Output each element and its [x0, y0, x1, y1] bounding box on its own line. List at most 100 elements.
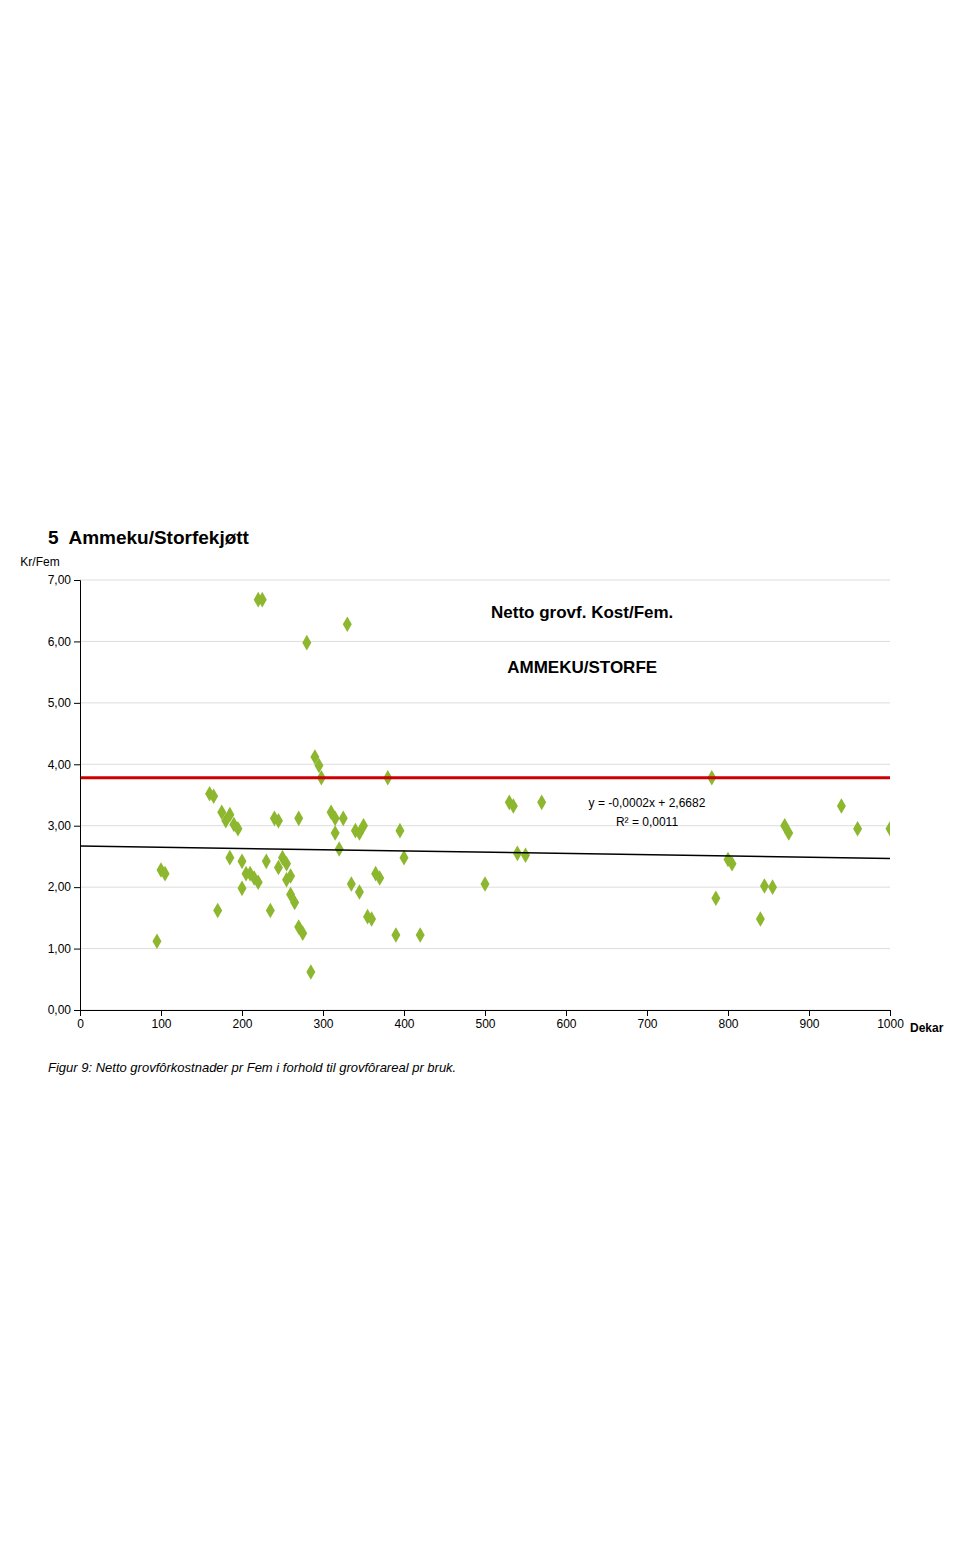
scatter-point: [760, 878, 769, 894]
y-tick-mark: [74, 949, 80, 950]
scatter-point: [521, 847, 530, 863]
scatter-point: [262, 854, 271, 870]
x-tick-label: 600: [556, 1017, 576, 1031]
scatter-point: [768, 879, 777, 895]
x-tick-mark: [566, 1010, 567, 1016]
scatter-point: [213, 903, 222, 919]
y-tick-label: 6,00: [48, 635, 72, 649]
x-tick: 900: [799, 1010, 819, 1031]
scatter-point: [756, 911, 765, 927]
y-tick-label: 3,00: [48, 819, 72, 833]
x-tick-mark: [323, 1010, 324, 1016]
y-tick-mark: [74, 887, 80, 888]
y-tick: 1,00: [48, 942, 80, 956]
x-tick-label: 1000: [877, 1017, 904, 1031]
scatter-point: [335, 841, 344, 857]
x-tick: 300: [313, 1010, 333, 1031]
grid-line: [80, 702, 890, 703]
scatter-series: [152, 592, 890, 980]
y-tick: 7,00: [48, 573, 80, 587]
scatter-point: [837, 798, 846, 814]
scatter-point: [298, 925, 307, 941]
x-axis: 01002003004005006007008009001000: [77, 1010, 904, 1031]
scatter-point: [391, 927, 400, 943]
scatter-point: [359, 818, 368, 834]
grid-line: [80, 825, 890, 826]
y-tick-label: 7,00: [48, 573, 72, 587]
x-tick-mark: [242, 1010, 243, 1016]
plot-area: [80, 592, 890, 980]
y-tick-label: 4,00: [48, 758, 72, 772]
scatter-point: [367, 911, 376, 927]
y-tick: 0,00: [48, 1003, 80, 1017]
y-tick-mark: [74, 826, 80, 827]
scatter-point: [266, 903, 275, 919]
scatter-point: [728, 856, 737, 872]
x-tick-label: 300: [313, 1017, 333, 1031]
scatter-point: [254, 874, 263, 890]
scatter-point: [416, 927, 425, 943]
x-tick-label: 0: [77, 1017, 84, 1031]
scatter-point: [343, 616, 352, 632]
x-tick-mark: [404, 1010, 405, 1016]
scatter-point: [314, 758, 323, 774]
scatter-point: [395, 823, 404, 839]
y-tick: 2,00: [48, 880, 80, 894]
x-axis-label: Dekar: [910, 1021, 944, 1035]
grid-line: [80, 580, 890, 581]
y-tick-mark: [74, 764, 80, 765]
x-tick: 500: [475, 1010, 495, 1031]
scatter-point: [784, 825, 793, 841]
chart-subtitle: AMMEKU/STORFE: [507, 658, 657, 677]
scatter-point: [481, 876, 490, 892]
scatter-point: [238, 881, 247, 897]
y-tick-label: 1,00: [48, 942, 72, 956]
scatter-point: [375, 870, 384, 886]
y-axis-label: Kr/Fem: [20, 555, 59, 569]
scatter-point: [331, 825, 340, 841]
x-tick-label: 200: [232, 1017, 252, 1031]
scatter-point: [306, 964, 315, 980]
scatter-point: [258, 592, 267, 608]
x-tick: 800: [718, 1010, 738, 1031]
x-tick-label: 900: [799, 1017, 819, 1031]
x-tick-mark: [161, 1010, 162, 1016]
scatter-point: [331, 811, 340, 827]
x-tick-mark: [80, 1010, 81, 1016]
figure-caption: Figur 9: Netto grovfôrkostnader pr Fem i…: [48, 1060, 456, 1075]
scatter-point: [294, 811, 303, 827]
x-tick-mark: [485, 1010, 486, 1016]
scatter-point: [400, 850, 409, 866]
chart-title: Netto grovf. Kost/Fem.: [491, 603, 673, 622]
grid: [80, 580, 890, 1010]
page: 5 Ammeku/Storfekjøtt0,001,002,003,004,00…: [0, 0, 960, 1551]
scatter-point: [286, 868, 295, 884]
scatter-point: [152, 933, 161, 949]
x-tick: 700: [637, 1010, 657, 1031]
scatter-point: [537, 795, 546, 811]
x-tick-label: 100: [151, 1017, 171, 1031]
x-tick-label: 700: [637, 1017, 657, 1031]
y-tick: 4,00: [48, 758, 80, 772]
y-axis: 0,00 1,00 2,00 3,00 4,00 5,00 6,00 7,00: [48, 573, 81, 1017]
reference-line: [80, 776, 890, 779]
scatter-point: [711, 890, 720, 906]
y-tick: 5,00: [48, 696, 80, 710]
scatter-point: [238, 854, 247, 870]
y-tick-mark: [74, 580, 80, 581]
grid-line: [80, 764, 890, 765]
y-tick-mark: [74, 641, 80, 642]
x-tick: 0: [77, 1010, 84, 1031]
x-tick-label: 500: [475, 1017, 495, 1031]
annotation: y = -0,0002x + 2,6682: [589, 796, 706, 810]
x-tick: 100: [151, 1010, 171, 1031]
annotation: R² = 0,0011: [616, 815, 678, 829]
y-tick-label: 0,00: [48, 1003, 72, 1017]
y-tick-mark: [74, 1010, 80, 1011]
scatter-point: [302, 635, 311, 651]
trend-line: [80, 846, 890, 858]
y-tick-mark: [74, 703, 80, 704]
scatter-point: [339, 811, 348, 827]
scatter-point: [161, 866, 170, 882]
x-tick-mark: [809, 1010, 810, 1016]
